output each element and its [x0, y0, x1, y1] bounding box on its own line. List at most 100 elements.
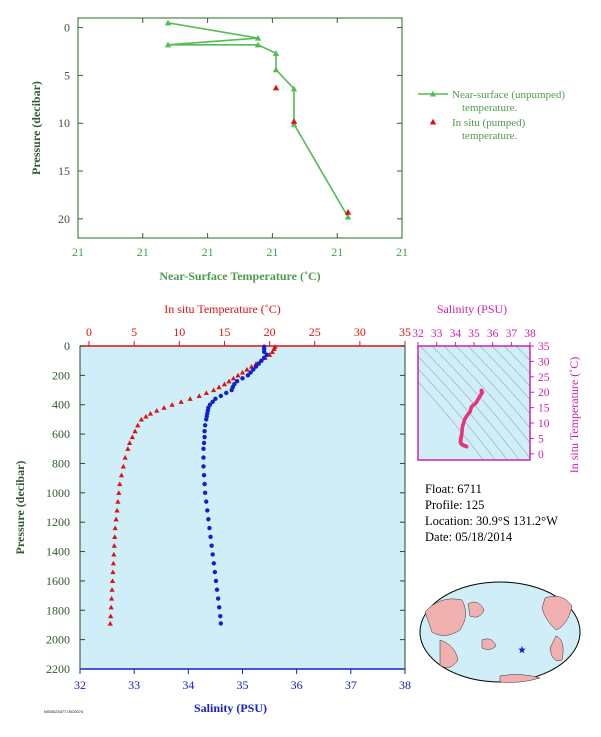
temperature-point [114, 507, 120, 513]
density-contour [419, 346, 520, 460]
salinity-point [256, 361, 261, 366]
salinity-point [202, 481, 207, 487]
pressure-tick-label: 0 [64, 339, 70, 353]
density-contour [479, 346, 530, 401]
map-landmass [499, 674, 541, 683]
temperature-point [138, 416, 144, 422]
salinity-tick-label: 33 [128, 678, 140, 692]
temperature-point [244, 366, 250, 372]
temperature-point [127, 440, 133, 445]
temperature-point [112, 525, 118, 531]
temperature-point [120, 463, 126, 469]
salinity-point [210, 399, 215, 404]
salinity-point [210, 552, 215, 557]
salinity-point [208, 534, 213, 540]
x-tick-label: 21 [396, 245, 408, 259]
legend-in-situ-label: In situ (pumped) [452, 117, 526, 129]
y-tick-label: 5 [64, 68, 70, 82]
in-situ-point [344, 208, 352, 215]
temperature-point [226, 378, 232, 384]
map-landmass [481, 638, 497, 650]
salinity-point [240, 376, 245, 381]
ts-temp-label: In situ Temperature (˚C) [567, 357, 581, 474]
map-landmass [467, 601, 485, 618]
profile-number: Profile: 125 [425, 498, 485, 512]
ts-temp-tick-label: 0 [538, 449, 544, 461]
temperature-point [117, 481, 123, 487]
salinity-tick-label: 35 [237, 678, 249, 692]
top-plot-frame [77, 17, 403, 239]
float-id: Float: 6711 [425, 482, 482, 496]
temperature-point [112, 534, 118, 539]
ts-sal-label: Salinity (PSU) [437, 302, 507, 316]
temperature-point [211, 387, 217, 393]
pressure-tick-label: 1800 [46, 603, 70, 617]
ts-sal-tick-label: 37 [506, 328, 518, 340]
near-surface-line [167, 21, 349, 218]
salinity-point [201, 455, 206, 460]
temperature-point [269, 349, 275, 354]
salinity-point [205, 508, 210, 513]
salinity-point [264, 352, 270, 358]
legend-marker-in-situ [429, 118, 437, 125]
salinity-point [202, 423, 208, 428]
salinity-point [253, 364, 259, 369]
temperature-point [113, 516, 119, 522]
ts-point [464, 444, 469, 449]
temperature-point [221, 381, 228, 387]
temperature-point [111, 551, 117, 557]
salinity-tick-label: 32 [74, 678, 86, 692]
ts-temp-tick-label: 15 [538, 403, 550, 415]
salinity-point [213, 396, 218, 402]
ts-sal-tick-label: 36 [487, 328, 499, 340]
near-surface-point [290, 85, 298, 92]
pressure-tick-label: 1600 [46, 574, 70, 588]
near-surface-point [344, 213, 352, 220]
map-landmass [541, 596, 573, 631]
temp-tick-label: 35 [399, 325, 411, 339]
salinity-point [201, 473, 207, 478]
temperature-point [271, 346, 277, 352]
x-axis-label: Near-Surface Temperature (˚C) [159, 269, 320, 283]
salinity-point [224, 390, 229, 396]
pressure-tick-label: 2000 [46, 633, 70, 647]
ts-temp-tick-label: 35 [538, 341, 550, 353]
salinity-point [212, 569, 218, 575]
temperature-point [216, 384, 222, 390]
ts-sal-tick-label: 35 [468, 328, 480, 340]
salinity-point [201, 446, 206, 451]
salinity-point [261, 355, 267, 360]
salinity-point [209, 543, 214, 548]
salinity-point [248, 370, 253, 375]
profile-date: Date: 05/18/2014 [425, 530, 513, 544]
map-landmass [439, 639, 459, 668]
salinity-point [214, 587, 220, 592]
temperature-point [111, 543, 117, 548]
temperature-point [230, 375, 237, 381]
footer-code: NSI0023477.ISG0074 [44, 709, 84, 714]
temperature-point [132, 428, 138, 434]
pressure-tick-label: 800 [52, 456, 70, 470]
salinity-point [201, 440, 207, 446]
temperature-point [110, 569, 116, 575]
salinity-point [207, 525, 212, 531]
temperature-point [108, 613, 114, 619]
x-tick-label: 21 [72, 245, 84, 259]
density-contour [431, 346, 530, 459]
density-contour [418, 368, 496, 460]
map-landmass [424, 598, 466, 636]
ts-sal-tick-label: 33 [431, 328, 443, 340]
in-situ-point [272, 84, 280, 91]
near-surface-point [254, 34, 262, 41]
pressure-axis-label: Pressure (decibar) [13, 461, 27, 555]
temperature-point [147, 410, 154, 416]
ts-point [466, 411, 471, 416]
temperature-point [110, 560, 117, 566]
density-contour [467, 346, 530, 415]
temperature-point [116, 490, 122, 495]
salinity-point [245, 373, 251, 378]
pressure-tick-label: 1400 [46, 545, 70, 559]
temperature-point [203, 390, 209, 396]
salinity-point [234, 379, 240, 384]
temperature-point [118, 472, 125, 478]
